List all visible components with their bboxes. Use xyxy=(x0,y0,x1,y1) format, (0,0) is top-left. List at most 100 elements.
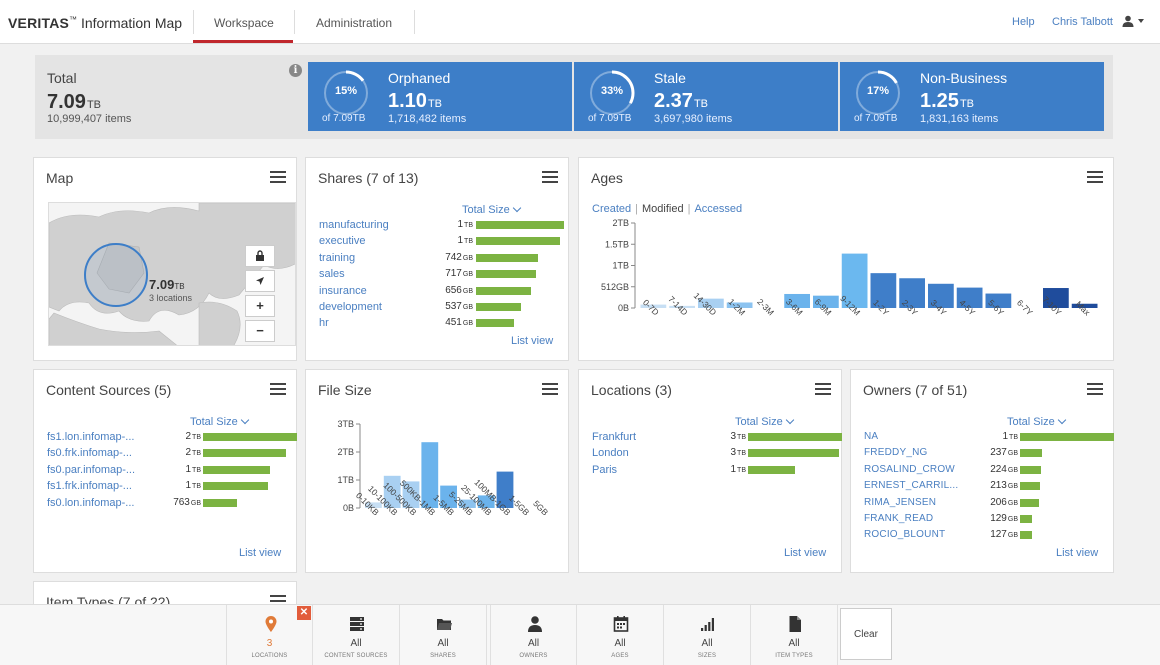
filter-content-sources[interactable]: All CONTENT SOURCES xyxy=(313,605,400,665)
list-item[interactable]: insurance 656GB xyxy=(319,283,559,299)
list-item[interactable]: fs0.par.infomap-... 1TB xyxy=(47,462,287,478)
item-label[interactable]: fs1.lon.infomap-... xyxy=(47,431,135,443)
orphaned-card[interactable]: 15% of 7.09TB Orphaned 1.10TB 1,718,482 … xyxy=(308,62,572,131)
item-label[interactable]: FREDDY_NG xyxy=(864,447,928,459)
lock-button[interactable] xyxy=(245,245,275,267)
bar[interactable] xyxy=(813,295,839,308)
bar[interactable] xyxy=(440,485,457,508)
bar[interactable] xyxy=(496,471,514,508)
bar[interactable] xyxy=(698,298,724,308)
locate-button[interactable] xyxy=(245,270,275,292)
item-label[interactable]: manufacturing xyxy=(319,219,389,231)
bar[interactable] xyxy=(870,273,897,308)
sort-total-size[interactable]: Total Size xyxy=(190,415,249,428)
list-item[interactable]: FRANK_READ 129GB xyxy=(864,511,1104,527)
bar[interactable] xyxy=(640,304,667,308)
item-label[interactable]: London xyxy=(592,447,629,460)
filter-sizes[interactable]: All SIZES xyxy=(664,605,751,665)
item-label[interactable]: sales xyxy=(319,268,345,281)
list-view-link[interactable]: List view xyxy=(1056,547,1099,559)
clear-button[interactable]: Clear xyxy=(840,608,892,660)
bar[interactable] xyxy=(365,502,382,508)
bar[interactable] xyxy=(383,475,401,508)
item-label[interactable]: ERNEST_CARRIL... xyxy=(864,480,959,492)
menu-icon[interactable] xyxy=(270,171,286,183)
sort-total-size[interactable]: Total Size xyxy=(735,415,794,428)
tab-modified[interactable]: Modified xyxy=(642,203,684,215)
bar[interactable] xyxy=(726,302,753,308)
tab-administration[interactable]: Administration xyxy=(316,16,393,30)
sort-total-size[interactable]: Total Size xyxy=(1007,415,1066,428)
item-label[interactable]: fs0.lon.infomap-... xyxy=(47,496,135,509)
list-item[interactable]: development 537GB xyxy=(319,299,559,315)
list-item[interactable]: ROCIO_BLOUNT 127GB xyxy=(864,527,1104,543)
info-icon[interactable]: i xyxy=(289,64,302,77)
list-item[interactable]: Paris 1TB xyxy=(592,462,832,478)
menu-icon[interactable] xyxy=(542,171,558,183)
chevron-down-icon[interactable] xyxy=(1138,19,1144,23)
list-item[interactable]: RIMA_JENSEN 206GB xyxy=(864,495,1104,511)
menu-icon[interactable] xyxy=(1087,171,1103,183)
app-logo[interactable]: VERITAS™ Information Map xyxy=(8,15,182,31)
user-menu[interactable]: Chris Talbott xyxy=(1052,16,1113,28)
bar[interactable] xyxy=(1043,288,1069,308)
filter-ages[interactable]: All AGES xyxy=(577,605,664,665)
stale-card[interactable]: 33% of 7.09TB Stale 2.37TB 3,697,980 ite… xyxy=(574,62,838,131)
list-item[interactable]: fs1.lon.infomap-... 2TB xyxy=(47,429,297,445)
list-item[interactable]: Frankfurt 3TB xyxy=(592,429,842,445)
user-icon[interactable] xyxy=(1122,15,1134,27)
menu-icon[interactable] xyxy=(815,383,831,395)
item-label[interactable]: fs0.frk.infomap-... xyxy=(47,447,132,460)
zoom-in-button[interactable]: + xyxy=(245,295,275,317)
bar[interactable] xyxy=(402,481,420,508)
bar[interactable] xyxy=(421,442,439,508)
item-label[interactable]: development xyxy=(319,301,382,313)
help-link[interactable]: Help xyxy=(1012,16,1035,28)
filter-locations[interactable]: 3 LOCATIONS xyxy=(226,605,313,665)
item-label[interactable]: FRANK_READ xyxy=(864,513,934,524)
list-item[interactable]: sales 717GB xyxy=(319,266,559,282)
sort-total-size[interactable]: Total Size xyxy=(462,203,521,216)
bar[interactable] xyxy=(459,499,476,508)
filter-item-types[interactable]: All ITEM TYPES xyxy=(751,605,838,665)
bar[interactable] xyxy=(669,305,695,308)
zoom-out-button[interactable]: − xyxy=(245,320,275,342)
list-item[interactable]: NA 1TB xyxy=(864,429,1114,445)
world-map[interactable]: 7.09TB 3 locations + − xyxy=(48,202,296,346)
list-item[interactable]: FREDDY_NG 237GB xyxy=(864,445,1104,461)
menu-icon[interactable] xyxy=(542,383,558,395)
non-business-card[interactable]: 17% of 7.09TB Non-Business 1.25TB 1,831,… xyxy=(840,62,1104,131)
list-item[interactable]: ROSALIND_CROW 224GB xyxy=(864,462,1104,478)
list-item[interactable]: fs0.lon.infomap-... 763GB xyxy=(47,495,287,511)
list-item[interactable]: manufacturing 1TB xyxy=(319,217,564,233)
list-item[interactable]: fs0.frk.infomap-... 2TB xyxy=(47,445,287,461)
list-view-link[interactable]: List view xyxy=(511,335,554,347)
item-label[interactable]: insurance xyxy=(319,284,367,297)
list-view-link[interactable]: List view xyxy=(784,547,827,559)
list-item[interactable]: London 3TB xyxy=(592,445,839,461)
bar[interactable] xyxy=(477,495,495,508)
list-item[interactable]: hr 451GB xyxy=(319,315,559,331)
item-label[interactable]: Paris xyxy=(592,463,618,476)
list-item[interactable]: training 742GB xyxy=(319,250,559,266)
list-view-link[interactable]: List view xyxy=(239,547,282,559)
item-label[interactable]: fs1.frk.infomap-... xyxy=(47,480,132,493)
remove-filter-button[interactable]: ✕ xyxy=(297,606,311,620)
tab-created[interactable]: Created xyxy=(592,203,632,215)
list-item[interactable]: ERNEST_CARRIL... 213GB xyxy=(864,478,1104,494)
tab-accessed[interactable]: Accessed xyxy=(694,203,743,215)
bar[interactable] xyxy=(841,253,868,308)
bar[interactable] xyxy=(956,287,983,308)
item-label[interactable]: ROSALIND_CROW xyxy=(864,463,955,475)
item-label[interactable]: ROCIO_BLOUNT xyxy=(864,529,946,541)
tab-workspace[interactable]: Workspace xyxy=(214,16,274,30)
bar[interactable] xyxy=(784,293,810,308)
list-item[interactable]: executive 1TB xyxy=(319,233,560,249)
bar[interactable] xyxy=(899,278,925,308)
bar[interactable] xyxy=(928,283,954,308)
item-label[interactable]: hr xyxy=(319,317,329,330)
item-label[interactable]: Frankfurt xyxy=(592,431,637,443)
menu-icon[interactable] xyxy=(270,383,286,395)
filter-shares[interactable]: All SHARES xyxy=(400,605,487,665)
item-label[interactable]: training xyxy=(319,251,356,264)
